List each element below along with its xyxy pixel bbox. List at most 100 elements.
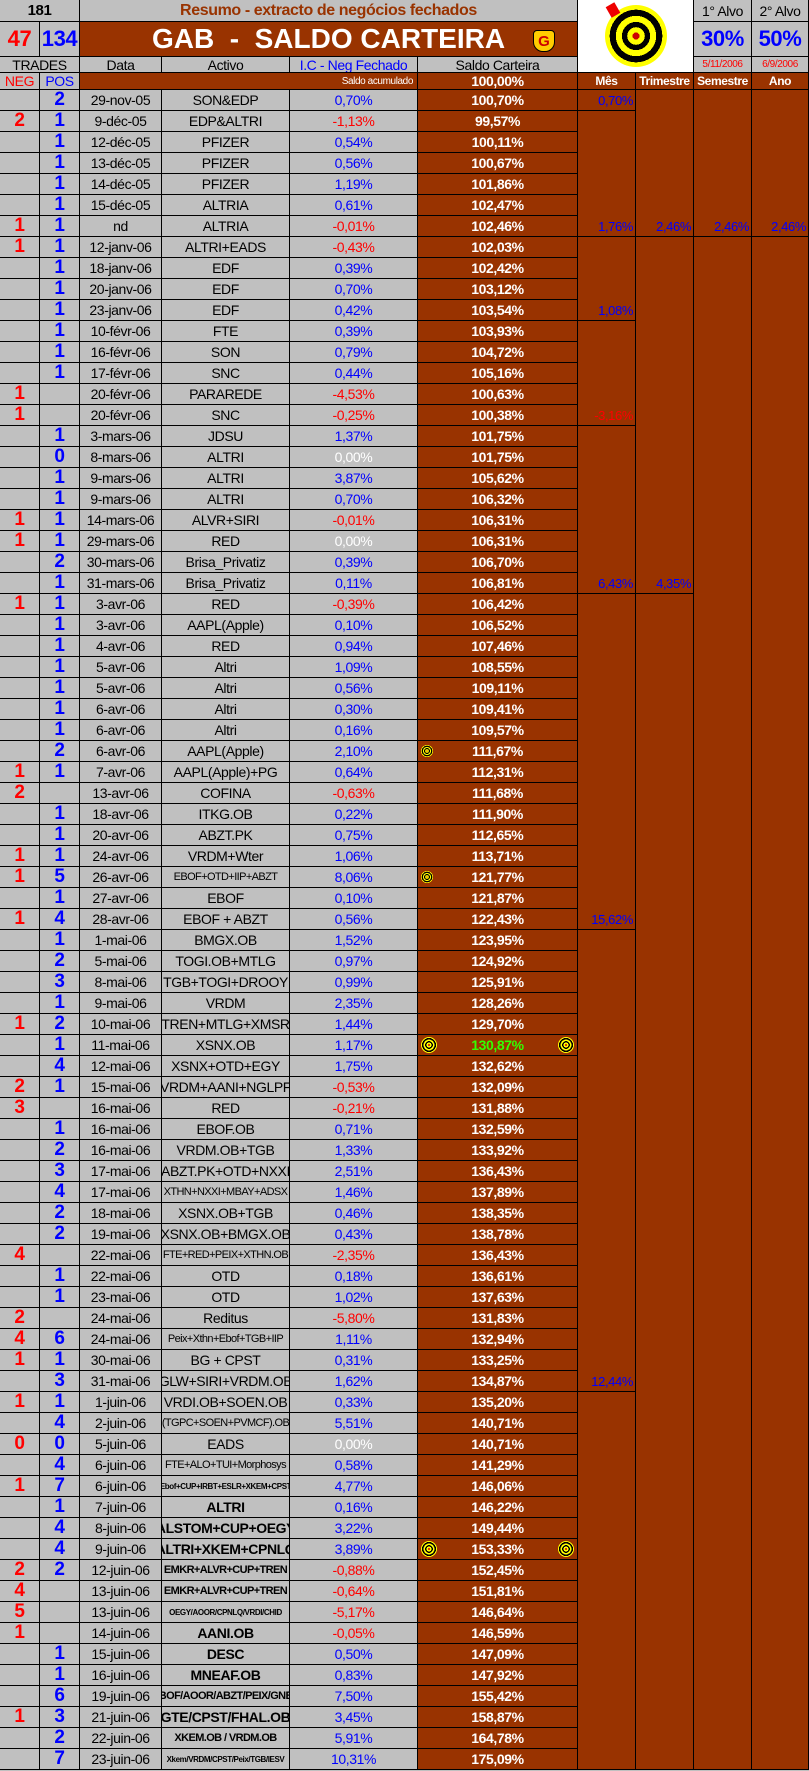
neg-count xyxy=(0,1287,40,1308)
ic-value: 0,30% xyxy=(290,699,418,720)
neg-count xyxy=(0,1203,40,1224)
pos-count: 1 xyxy=(40,657,80,678)
saldo-value: 121,87% xyxy=(418,888,578,909)
trimestre-period-cell: 2,46% xyxy=(636,90,694,237)
saldo-value: 106,81% xyxy=(418,573,578,594)
target-icon xyxy=(421,745,433,757)
activo: EADS xyxy=(162,1434,290,1455)
pos-count: 3 xyxy=(40,1371,80,1392)
ic-value: -2,35% xyxy=(290,1245,418,1266)
pos-count: 1 xyxy=(40,1392,80,1413)
ic-value: 0,39% xyxy=(290,552,418,573)
trade-date: 16-févr-06 xyxy=(80,342,162,363)
activo: ALTRI xyxy=(162,447,290,468)
trade-date: 29-mars-06 xyxy=(80,531,162,552)
ic-value: 0,94% xyxy=(290,636,418,657)
trade-date: 31-mars-06 xyxy=(80,573,162,594)
col-header-data: Data xyxy=(80,57,162,73)
activo: PFIZER xyxy=(162,153,290,174)
activo: EDF xyxy=(162,300,290,321)
pos-count: 1 xyxy=(40,342,80,363)
trade-date: 3-mars-06 xyxy=(80,426,162,447)
neg-count: 1 xyxy=(0,216,40,237)
pos-count: 1 xyxy=(40,531,80,552)
pos-count: 1 xyxy=(40,804,80,825)
saldo-value: 140,71% xyxy=(418,1434,578,1455)
ic-value: 5,51% xyxy=(290,1413,418,1434)
target-icon xyxy=(421,1541,437,1557)
pos-count: 1 xyxy=(40,174,80,195)
ic-value: 3,87% xyxy=(290,468,418,489)
activo: EDP&ALTRI xyxy=(162,111,290,132)
saldo-acumulado-label: Saldo acumulado xyxy=(290,73,418,90)
saldo-value: 111,90% xyxy=(418,804,578,825)
ic-value: 4,77% xyxy=(290,1476,418,1497)
activo: XTHN+NXXI+MBAY+ADSX xyxy=(162,1182,290,1203)
pos-count: 2 xyxy=(40,1014,80,1035)
neg-count xyxy=(0,1035,40,1056)
ic-value: 0,44% xyxy=(290,363,418,384)
trade-date: 17-mai-06 xyxy=(80,1161,162,1182)
pos-count: 1 xyxy=(40,930,80,951)
neg-count xyxy=(0,195,40,216)
pos-count xyxy=(40,1623,80,1644)
neg-count xyxy=(0,90,40,111)
saldo-value: 101,75% xyxy=(418,447,578,468)
trade-date: 9-mai-06 xyxy=(80,993,162,1014)
ic-value: 0,70% xyxy=(290,90,418,111)
pos-count: 1 xyxy=(40,1287,80,1308)
activo: AAPL(Apple)+PG xyxy=(162,762,290,783)
activo: ALTRI xyxy=(162,1497,290,1518)
ic-value: 1,19% xyxy=(290,174,418,195)
neg-count xyxy=(0,699,40,720)
saldo-value: 122,43% xyxy=(418,909,578,930)
ic-value: 1,11% xyxy=(290,1329,418,1350)
neg-count: 2 xyxy=(0,111,40,132)
pos-count: 4 xyxy=(40,1413,80,1434)
ic-value: 0,70% xyxy=(290,279,418,300)
mes-period-cell: 15,62% xyxy=(578,594,636,930)
activo: SNC xyxy=(162,405,290,426)
neg-count: 3 xyxy=(0,1098,40,1119)
mes-period-cell: 1,76% xyxy=(578,111,636,237)
pos-count: 1 xyxy=(40,993,80,1014)
neg-count: 1 xyxy=(0,384,40,405)
pos-count xyxy=(40,1602,80,1623)
ic-value: 0,71% xyxy=(290,1119,418,1140)
trades-label: TRADES xyxy=(0,57,80,73)
ic-value: 0,39% xyxy=(290,258,418,279)
neg-count: 1 xyxy=(0,1392,40,1413)
mes-period-cell: 12,44% xyxy=(578,930,636,1392)
pos-count xyxy=(40,1581,80,1602)
trade-date: 9-déc-05 xyxy=(80,111,162,132)
neg-count xyxy=(0,1728,40,1749)
saldo-value: 106,31% xyxy=(418,510,578,531)
ic-value: 0,75% xyxy=(290,825,418,846)
activo: MNEAF.OB xyxy=(162,1665,290,1686)
pos-count: 1 xyxy=(40,678,80,699)
neg-count xyxy=(0,552,40,573)
trade-date: 5-avr-06 xyxy=(80,657,162,678)
saldo-value: 131,83% xyxy=(418,1308,578,1329)
activo: JDSU xyxy=(162,426,290,447)
activo: FTE+ALO+TUI+Morphosys xyxy=(162,1455,290,1476)
pos-count: 2 xyxy=(40,1224,80,1245)
saldo-value: 133,25% xyxy=(418,1350,578,1371)
neg-count xyxy=(0,720,40,741)
ic-value: -0,25% xyxy=(290,405,418,426)
saldo-value: 102,47% xyxy=(418,195,578,216)
trade-date: 9-mars-06 xyxy=(80,468,162,489)
saldo-value: 131,88% xyxy=(418,1098,578,1119)
ic-value: -0,64% xyxy=(290,1581,418,1602)
activo: BG + CPST xyxy=(162,1350,290,1371)
saldo-value: 106,70% xyxy=(418,552,578,573)
saldo-value: 123,95% xyxy=(418,930,578,951)
trade-date: 24-mai-06 xyxy=(80,1308,162,1329)
trade-date: 20-févr-06 xyxy=(80,384,162,405)
saldo-value: 100,67% xyxy=(418,153,578,174)
semestre-period-cell: 2,46% xyxy=(694,90,752,237)
trade-date: 16-juin-06 xyxy=(80,1665,162,1686)
trade-date: 8-mars-06 xyxy=(80,447,162,468)
activo: EDF xyxy=(162,258,290,279)
neg-count: 1 xyxy=(0,1350,40,1371)
